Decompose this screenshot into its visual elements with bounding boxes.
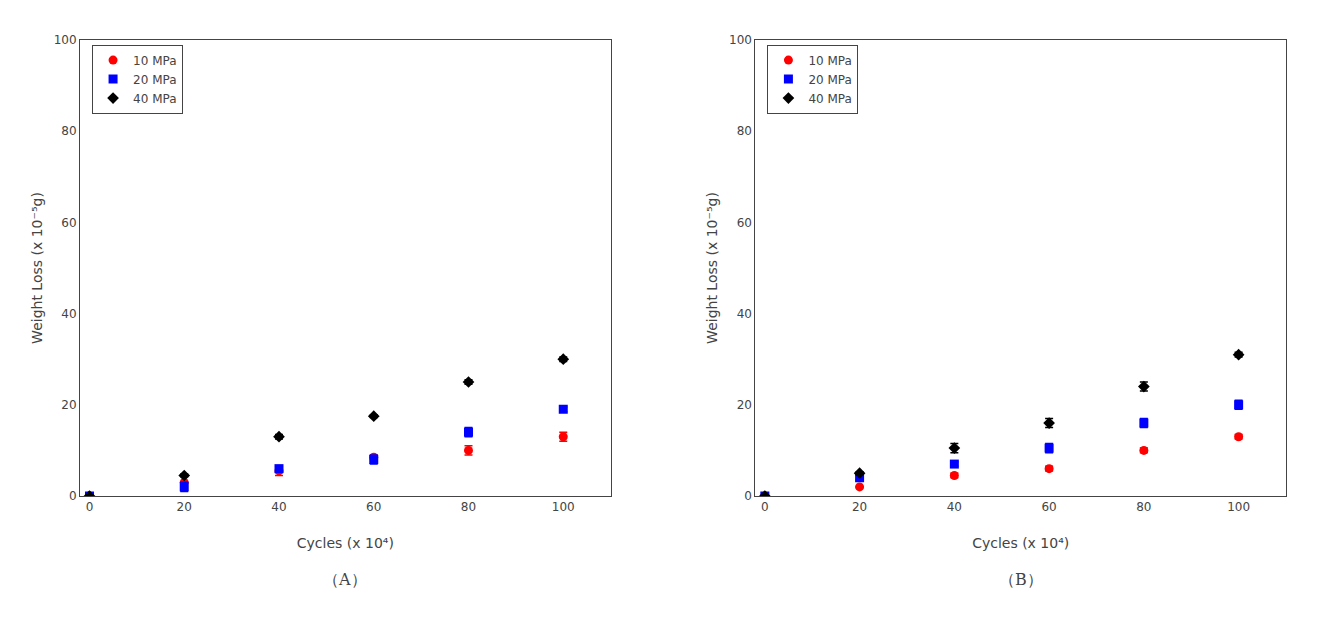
svg-text:Weight Loss (x 10⁻⁵g): Weight Loss (x 10⁻⁵g) — [29, 192, 45, 344]
svg-text:100: 100 — [729, 33, 752, 47]
svg-text:（B）: （B） — [999, 570, 1043, 589]
svg-text:20 MPa: 20 MPa — [808, 73, 852, 87]
svg-text:20: 20 — [852, 500, 867, 514]
svg-text:40 MPa: 40 MPa — [808, 92, 852, 106]
svg-text:20: 20 — [61, 398, 76, 412]
svg-text:0: 0 — [761, 500, 769, 514]
svg-text:100: 100 — [552, 500, 575, 514]
svg-text:60: 60 — [366, 500, 381, 514]
svg-text:10 MPa: 10 MPa — [133, 54, 177, 68]
svg-text:40: 40 — [271, 500, 286, 514]
svg-text:80: 80 — [737, 124, 752, 138]
svg-text:40: 40 — [737, 307, 752, 321]
svg-text:60: 60 — [737, 216, 752, 230]
svg-text:40 MPa: 40 MPa — [133, 92, 177, 106]
svg-text:80: 80 — [61, 124, 76, 138]
svg-text:0: 0 — [744, 489, 752, 503]
svg-text:Cycles (x 10⁴): Cycles (x 10⁴) — [297, 535, 394, 551]
svg-text:80: 80 — [461, 500, 476, 514]
svg-text:10 MPa: 10 MPa — [808, 54, 852, 68]
svg-text:20: 20 — [737, 398, 752, 412]
svg-text:Cycles (x 10⁴): Cycles (x 10⁴) — [972, 535, 1069, 551]
svg-text:20 MPa: 20 MPa — [133, 73, 177, 87]
svg-text:40: 40 — [61, 307, 76, 321]
svg-text:100: 100 — [54, 33, 77, 47]
svg-text:（A）: （A） — [323, 570, 367, 589]
svg-text:Weight Loss (x 10⁻⁵g): Weight Loss (x 10⁻⁵g) — [704, 192, 720, 344]
svg-text:60: 60 — [1041, 500, 1056, 514]
svg-text:40: 40 — [947, 500, 962, 514]
svg-text:20: 20 — [177, 500, 192, 514]
svg-text:100: 100 — [1227, 500, 1250, 514]
svg-text:80: 80 — [1136, 500, 1151, 514]
svg-text:0: 0 — [86, 500, 94, 514]
svg-text:0: 0 — [69, 489, 77, 503]
svg-text:60: 60 — [61, 216, 76, 230]
